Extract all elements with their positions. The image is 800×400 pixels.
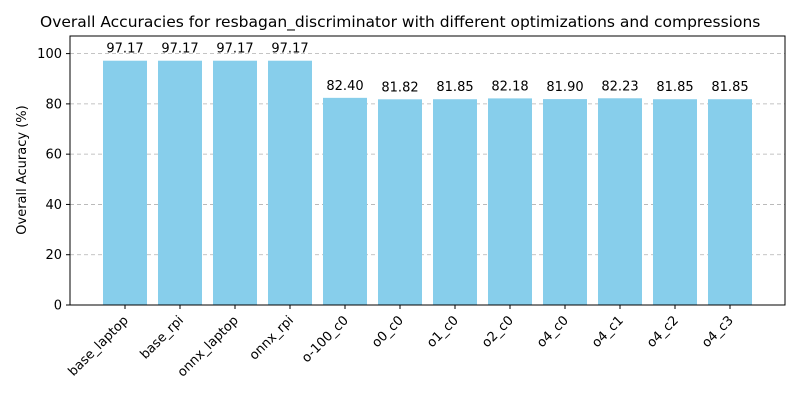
- plot-frame: [69, 35, 786, 306]
- x-tick-label: o4_c1: [589, 313, 627, 351]
- bar: [103, 60, 147, 306]
- x-tick-label: o4_c3: [699, 313, 737, 351]
- bar: [598, 98, 642, 305]
- y-tick-label: 80: [45, 97, 62, 112]
- chart-title: Overall Accuracies for resbagan_discrimi…: [40, 13, 760, 32]
- y-tick-label: 60: [45, 148, 62, 163]
- bar: [543, 99, 587, 305]
- y-axis-label: Overall Acuracy (%): [15, 105, 30, 234]
- x-tick-label: o0_c0: [369, 313, 407, 351]
- data-label: 97.17: [161, 42, 198, 57]
- bar: [653, 99, 697, 305]
- bar: [323, 97, 367, 306]
- data-labels: 97.17 97.17 97.17 97.17 82.40 81.82 81.85 82.18…: [106, 42, 748, 96]
- x-tick-label: base_laptop: [66, 313, 132, 379]
- bars: [103, 60, 752, 306]
- bar: [213, 60, 257, 306]
- y-axis-ticks: 0 20 40 60 80 100: [37, 47, 70, 314]
- data-label: 97.17: [106, 42, 143, 57]
- y-tick-label: 0: [54, 299, 62, 314]
- x-tick-label: o4_c2: [644, 313, 682, 351]
- bar: [488, 98, 532, 305]
- bar: [378, 99, 422, 305]
- bar: [268, 60, 312, 306]
- x-tick-label: o1_c0: [424, 313, 462, 351]
- y-tick-label: 100: [37, 47, 62, 62]
- data-label: 82.18: [491, 79, 528, 94]
- x-tick-label: o2_c0: [479, 313, 517, 351]
- data-label: 81.82: [381, 80, 418, 95]
- y-tick-label: 20: [45, 248, 62, 263]
- x-tick-label: o4_c0: [534, 313, 572, 351]
- bar: [433, 99, 477, 305]
- data-label: 82.23: [601, 79, 638, 94]
- y-tick-label: 40: [45, 198, 62, 213]
- data-label: 81.85: [711, 80, 748, 95]
- data-label: 82.40: [326, 79, 363, 94]
- data-label: 81.85: [436, 80, 473, 95]
- bar: [158, 60, 202, 306]
- x-tick-label: base_rpi: [138, 313, 187, 362]
- x-tick-label: onnx_rpi: [247, 313, 297, 363]
- x-tick-label: o-100_c0: [299, 313, 352, 366]
- data-label: 81.90: [546, 80, 583, 95]
- bar: [708, 99, 752, 305]
- data-label: 97.17: [216, 42, 253, 57]
- data-label: 81.85: [656, 80, 693, 95]
- data-label: 97.17: [271, 42, 308, 57]
